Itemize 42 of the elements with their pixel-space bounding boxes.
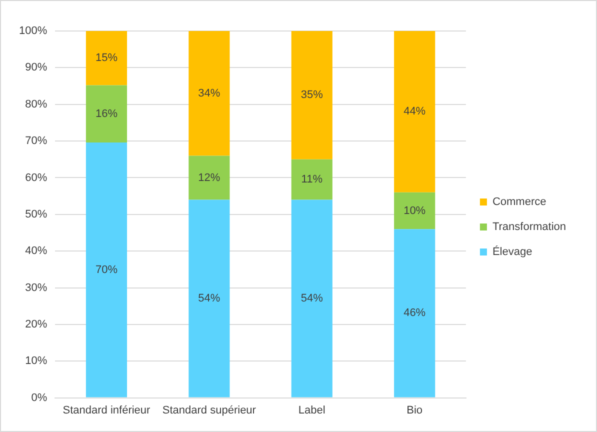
data-label: 54% [300, 292, 324, 305]
y-tick-label: 20% [25, 318, 48, 330]
legend-label: Élevage [492, 245, 532, 258]
data-label: 12% [198, 172, 220, 184]
bar [86, 142, 128, 398]
y-tick-label: 100% [18, 25, 48, 38]
data-label: 16% [95, 108, 118, 120]
data-label: 11% [301, 174, 323, 186]
bar [291, 200, 332, 398]
y-tick-label: 90% [25, 62, 48, 74]
y-tick-label: 30% [25, 282, 48, 294]
x-tick-label: Standard inférieur [62, 404, 151, 416]
bar [291, 159, 332, 200]
legend-label: Transformation [492, 221, 566, 234]
y-tick-label: 60% [25, 172, 48, 184]
y-tick-label: 70% [25, 135, 48, 148]
y-tick-label: 0% [31, 392, 48, 404]
bar [86, 85, 128, 143]
y-tick-label: 10% [25, 355, 48, 368]
bar [188, 31, 230, 156]
y-tick-label: 40% [25, 245, 48, 258]
bar [394, 31, 436, 192]
data-label: 34% [198, 87, 220, 100]
data-label: 46% [404, 307, 426, 320]
data-label: 15% [95, 52, 118, 64]
data-label: 10% [404, 204, 426, 217]
legend-label: Commerce [492, 196, 546, 208]
y-tick-label: 80% [25, 98, 48, 110]
x-tick-label: Standard supérieur [162, 404, 256, 416]
y-tick-label: 50% [25, 208, 48, 220]
bar [86, 31, 128, 86]
x-tick-label: Label [298, 404, 326, 416]
bar [291, 31, 332, 160]
bar [188, 156, 230, 200]
bar [188, 200, 230, 398]
bar [394, 229, 436, 398]
data-label: 54% [198, 292, 220, 305]
bar [394, 192, 436, 230]
x-tick-label: Bio [406, 404, 423, 416]
data-label: 44% [404, 106, 426, 118]
data-label: 35% [300, 89, 324, 102]
data-label: 70% [95, 264, 118, 276]
